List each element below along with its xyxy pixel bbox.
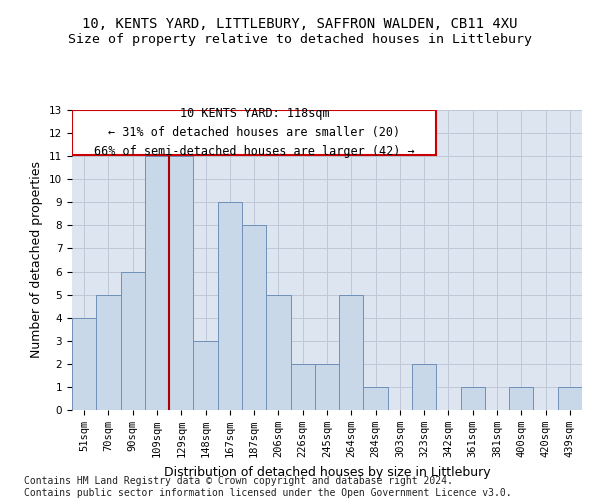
Bar [509, 387, 533, 410]
Text: Contains HM Land Registry data © Crown copyright and database right 2024.
Contai: Contains HM Land Registry data © Crown c… [24, 476, 512, 498]
Bar [121, 272, 145, 410]
Bar [96, 294, 121, 410]
Bar [73, 110, 436, 155]
Y-axis label: Number of detached properties: Number of detached properties [31, 162, 43, 358]
X-axis label: Distribution of detached houses by size in Littlebury: Distribution of detached houses by size … [164, 466, 490, 478]
Bar [412, 364, 436, 410]
Bar [193, 341, 218, 410]
Bar [558, 387, 582, 410]
Bar [218, 202, 242, 410]
Bar [461, 387, 485, 410]
Bar [72, 318, 96, 410]
Bar [145, 156, 169, 410]
Text: 10 KENTS YARD: 118sqm
← 31% of detached houses are smaller (20)
66% of semi-deta: 10 KENTS YARD: 118sqm ← 31% of detached … [94, 107, 415, 158]
Bar [315, 364, 339, 410]
Bar [290, 364, 315, 410]
Bar [266, 294, 290, 410]
Bar [242, 226, 266, 410]
Bar [169, 156, 193, 410]
Bar [364, 387, 388, 410]
Bar [339, 294, 364, 410]
Text: Size of property relative to detached houses in Littlebury: Size of property relative to detached ho… [68, 32, 532, 46]
Text: 10, KENTS YARD, LITTLEBURY, SAFFRON WALDEN, CB11 4XU: 10, KENTS YARD, LITTLEBURY, SAFFRON WALD… [82, 18, 518, 32]
